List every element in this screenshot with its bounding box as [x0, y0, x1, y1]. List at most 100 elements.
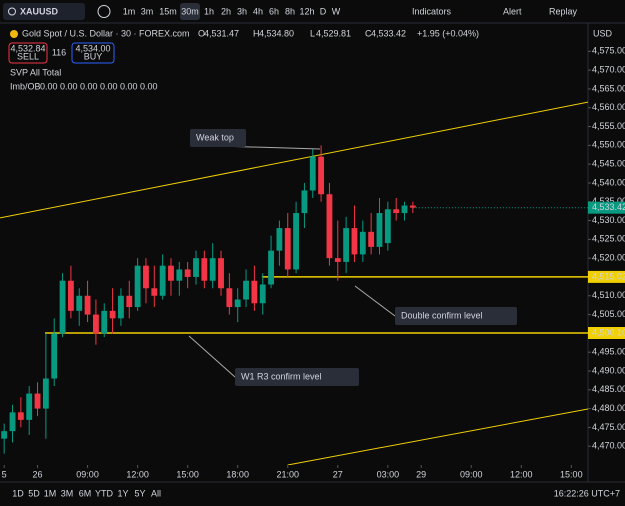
x-tick-label: 29 — [416, 469, 426, 479]
range-button[interactable]: 1M — [44, 488, 57, 498]
symbol[interactable]: XAUUSD — [20, 6, 59, 16]
level-label: 4,515.02 — [592, 271, 625, 281]
interval-button[interactable]: 12h — [299, 6, 314, 16]
candle-body — [42, 378, 49, 409]
clock: 16:22:26 UTC+7 — [554, 488, 620, 498]
range-button[interactable]: 3M — [61, 488, 74, 498]
range-button[interactable]: 1Y — [117, 488, 128, 498]
alert-button[interactable]: Alert — [503, 6, 522, 16]
annotation-box — [235, 368, 359, 386]
y-tick-label: 4,485.00 — [592, 384, 625, 394]
annotation-text: Weak top — [196, 132, 234, 142]
interval-button[interactable]: D — [320, 6, 327, 16]
y-tick-label: 4,490.00 — [592, 365, 625, 375]
annotation-text: W1 R3 confirm level — [241, 371, 322, 381]
x-tick-label: 03:00 — [377, 469, 400, 479]
x-tick-label: 15:00 — [176, 469, 199, 479]
interval-button[interactable]: 4h — [253, 6, 263, 16]
candle-body — [376, 213, 383, 247]
interval-button[interactable]: 1h — [204, 6, 214, 16]
range-button[interactable]: 5Y — [134, 488, 145, 498]
x-tick-label: 15:00 — [560, 469, 583, 479]
ohlc-label: H — [253, 28, 260, 38]
y-tick-label: 4,545.00 — [592, 159, 625, 169]
candle-body — [293, 213, 300, 270]
candle-body — [67, 280, 74, 311]
interval-button[interactable]: 30m — [181, 6, 199, 16]
y-tick-label: 4,505.00 — [592, 309, 625, 319]
candle-body — [251, 280, 258, 304]
interval-button[interactable]: 8h — [285, 6, 295, 16]
candle-body — [334, 258, 341, 262]
candle-body — [243, 280, 249, 300]
y-tick-label: 4,525.00 — [592, 234, 625, 244]
candle-body — [59, 280, 66, 334]
interval-button[interactable]: 15m — [159, 6, 177, 16]
candle-body — [226, 288, 233, 308]
trend-line — [287, 408, 588, 465]
candle-body — [134, 265, 141, 308]
interval-button[interactable]: W — [332, 6, 341, 16]
ohlc-label: C — [365, 28, 372, 38]
y-tick-label: 4,570.00 — [592, 65, 625, 75]
y-tick-label: 4,530.00 — [592, 215, 625, 225]
y-tick-label: 4,480.00 — [592, 403, 625, 413]
candle-body — [92, 314, 99, 334]
candle-body — [284, 228, 291, 270]
y-tick-label: 4,560.00 — [592, 102, 625, 112]
imb-value: 0.00 — [100, 81, 118, 91]
candle-body — [9, 412, 16, 432]
y-tick-label: 4,495.00 — [592, 347, 625, 357]
y-tick-label: 4,520.00 — [592, 253, 625, 263]
x-tick-label: 27 — [333, 469, 343, 479]
active-interval-bg — [180, 3, 200, 20]
candle-body — [309, 156, 316, 191]
sell-button[interactable] — [8, 42, 48, 64]
indicators-button[interactable]: Indicators — [412, 6, 452, 16]
range-button[interactable]: 5D — [28, 488, 40, 498]
replay-button[interactable]: Replay — [549, 6, 578, 16]
last-price-tag — [588, 201, 625, 214]
candle-body — [218, 258, 224, 289]
range-button[interactable]: 1D — [12, 488, 24, 498]
symbol-logo — [10, 30, 18, 38]
candle-body — [318, 156, 325, 195]
imb-value: 0.00 — [120, 81, 138, 91]
y-tick-label: 4,535.00 — [592, 196, 625, 206]
search-icon — [8, 7, 16, 16]
candle-body — [151, 288, 158, 296]
x-tick-label: 12:00 — [126, 469, 149, 479]
candle-body — [326, 194, 333, 259]
interval-button[interactable]: 2h — [221, 6, 231, 16]
spread: 116 — [52, 47, 66, 57]
ohlc-value: 4,531.47 — [204, 28, 239, 38]
candle-body — [343, 228, 350, 262]
candle-body — [234, 299, 241, 308]
interval-button[interactable]: 3m — [141, 6, 154, 16]
y-tick-label: 4,540.00 — [592, 177, 625, 187]
range-button[interactable]: YTD — [95, 488, 114, 498]
imb-value: 0.00 — [40, 81, 58, 91]
interval-button[interactable]: 3h — [237, 6, 247, 16]
range-button[interactable]: 6M — [79, 488, 92, 498]
candle-body — [159, 265, 166, 296]
candle-body — [209, 258, 216, 281]
range-button[interactable]: All — [151, 488, 161, 498]
buy-label: BUY — [84, 51, 103, 61]
y-tick-label: 4,565.00 — [592, 83, 625, 93]
interval-button[interactable]: 6h — [269, 6, 279, 16]
ohlc-label: O — [198, 28, 205, 38]
level-label: 4,500.10 — [592, 327, 625, 337]
candle-body — [268, 250, 274, 285]
ohlc-value: 4,534.80 — [259, 28, 294, 38]
candle-body — [384, 209, 391, 244]
interval-button[interactable]: 1m — [123, 6, 136, 16]
buy-button[interactable] — [71, 42, 115, 64]
compare-button[interactable] — [97, 5, 111, 18]
x-tick-label: 09:00 — [460, 469, 483, 479]
symbol-search[interactable] — [3, 3, 85, 20]
x-tick-label: 12:00 — [510, 469, 533, 479]
candle-body — [276, 228, 283, 251]
